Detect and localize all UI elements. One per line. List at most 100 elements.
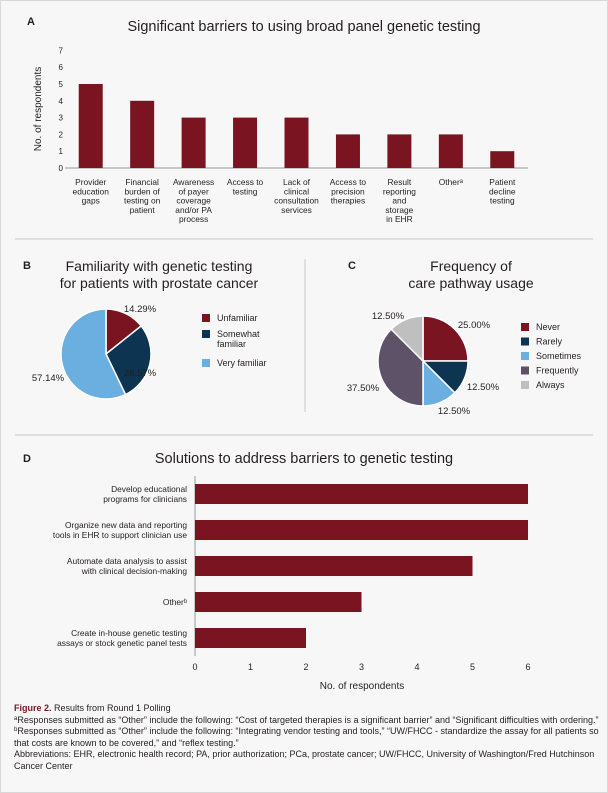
chart-c-slice bbox=[377, 328, 424, 407]
chart-c-data-label: 12.50% bbox=[467, 382, 500, 393]
chart-a-ytick: 3 bbox=[59, 114, 64, 123]
chart-a-category-label: Awareness of payer coverage and/or PA proces… bbox=[173, 177, 214, 224]
chart-c-slice bbox=[390, 315, 424, 363]
figure-label: Figure 2. bbox=[14, 703, 52, 713]
chart-b-legend-swatch bbox=[202, 330, 210, 338]
chart-a-category-label: Patient decline testing bbox=[489, 177, 516, 206]
chart-b-legend-label: Somewhat familiar bbox=[217, 329, 260, 349]
chart-b-data-label: 28.57% bbox=[124, 368, 157, 379]
chart-d-bar bbox=[195, 592, 362, 612]
chart-d-category-label: Otherᵇ bbox=[163, 597, 187, 607]
chart-c-legend-label: Always bbox=[536, 380, 565, 390]
figure-caption: Figure 2. Results from Round 1 Polling a… bbox=[14, 703, 600, 772]
chart-c-legend-label: Never bbox=[536, 322, 560, 332]
caption-note-b: bResponses submitted as “Other” include … bbox=[14, 726, 600, 749]
chart-a-ytick: 1 bbox=[59, 147, 64, 156]
chart-d-bar bbox=[195, 556, 473, 576]
chart-a-bar bbox=[78, 84, 103, 168]
chart-a-title: Significant barriers to using broad pane… bbox=[127, 19, 480, 35]
chart-a-plot: 0 1 2 3 4 5 6 7 Provider education gaps Financial bu… bbox=[59, 46, 528, 224]
chart-a-category-label: Otherᵃ bbox=[439, 177, 464, 187]
chart-d-bar bbox=[195, 628, 306, 648]
chart-a-ytick: 4 bbox=[59, 97, 64, 106]
chart-c-slice bbox=[422, 315, 469, 362]
chart-b-data-label: 57.14% bbox=[32, 373, 65, 384]
chart-b-plot: 14.29% 28.57% 57.14% Unfamiliar Somewhat fami… bbox=[32, 304, 267, 400]
chart-d-category-label: Create in-house genetic testing assays or… bbox=[57, 628, 187, 648]
chart-c-legend-label: Sometimes bbox=[536, 351, 582, 361]
chart-b-slice bbox=[105, 324, 152, 396]
chart-c-plot: 25.00% 12.50% 12.50% 37.50% 12.50% Never Rarel… bbox=[347, 311, 582, 417]
chart-a-bar bbox=[490, 151, 515, 168]
chart-a-ytick: 6 bbox=[59, 63, 64, 72]
chart-a-bar bbox=[181, 117, 206, 168]
panel-b-letter: B bbox=[23, 260, 31, 272]
chart-c-data-label: 37.50% bbox=[347, 383, 380, 394]
chart-d-xtick: 1 bbox=[248, 662, 253, 672]
chart-a-category-label: Result reporting and storage in EHR bbox=[383, 177, 416, 224]
chart-a-category-label: Access to testing bbox=[227, 177, 264, 196]
chart-d-category-label: Automate data analysis to assist with cli… bbox=[67, 556, 188, 576]
chart-d-xlabel: No. of respondents bbox=[320, 681, 405, 692]
chart-a-ytick: 7 bbox=[59, 46, 64, 55]
chart-a-bar bbox=[130, 100, 155, 168]
chart-a-bar bbox=[438, 134, 463, 168]
chart-c-legend-swatch bbox=[521, 337, 529, 346]
chart-c-title-line2: care pathway usage bbox=[408, 275, 534, 291]
chart-c-title-line1: Frequency of bbox=[430, 258, 512, 274]
chart-b-legend-swatch bbox=[202, 359, 210, 367]
chart-c-data-label: 25.00% bbox=[458, 320, 491, 331]
chart-a-category-label: Access to precision therapies bbox=[330, 177, 367, 206]
chart-b-title-line1: Familiarity with genetic testing bbox=[66, 258, 253, 274]
chart-d-bar bbox=[195, 520, 528, 540]
chart-a-bar bbox=[335, 134, 360, 168]
chart-b-legend-swatch bbox=[202, 314, 210, 322]
chart-a-ylabel: No. of respondents bbox=[33, 67, 44, 152]
chart-a-ytick: 0 bbox=[59, 164, 64, 173]
panel-a-letter: A bbox=[27, 16, 35, 28]
chart-d-xtick: 2 bbox=[303, 662, 308, 672]
chart-c-legend-swatch bbox=[521, 352, 529, 360]
chart-d-category-label: Develop educational programs for clinicia… bbox=[103, 484, 187, 504]
chart-b-legend-label: Unfamiliar bbox=[217, 313, 258, 323]
chart-c-data-label: 12.50% bbox=[372, 311, 405, 322]
figure-label-text: Results from Round 1 Polling bbox=[51, 703, 171, 713]
note-a-mark: a bbox=[14, 715, 18, 722]
chart-d-plot: 0 1 2 3 4 5 6 Develop educational programs for c… bbox=[53, 476, 531, 672]
chart-a-bar bbox=[233, 117, 258, 168]
chart-c-legend-swatch bbox=[521, 366, 529, 375]
chart-a-bar bbox=[284, 117, 309, 168]
figure-canvas: A B C D Significant barriers to using br… bbox=[15, 16, 593, 692]
chart-d-xtick: 4 bbox=[414, 662, 419, 672]
chart-d-xtick: 6 bbox=[525, 662, 530, 672]
caption-abbreviations: Abbreviations: EHR, electronic health re… bbox=[14, 749, 595, 771]
chart-c-legend-swatch bbox=[521, 381, 529, 389]
chart-c-legend-label: Frequently bbox=[536, 366, 579, 376]
chart-b-title-line2: for patients with prostate cancer bbox=[60, 275, 259, 291]
chart-b-legend-label: Very familiar bbox=[217, 358, 267, 368]
chart-b-slice bbox=[60, 308, 127, 400]
note-a-text: Responses submitted as “Other” include t… bbox=[17, 714, 599, 725]
chart-a-category-label: Financial burden of testing on patient bbox=[124, 177, 161, 215]
chart-d-title: Solutions to address barriers to genetic… bbox=[155, 451, 453, 467]
caption-note-a: aResponses submitted as “Other” include … bbox=[14, 715, 600, 727]
chart-a-bar bbox=[387, 134, 412, 168]
chart-d-xtick: 3 bbox=[359, 662, 364, 672]
chart-a-ytick: 2 bbox=[59, 130, 64, 139]
chart-d-category-label: Organize new data and reporting tools in … bbox=[53, 520, 187, 540]
chart-d-xtick: 0 bbox=[192, 662, 197, 672]
chart-b-data-label: 14.29% bbox=[124, 304, 157, 315]
chart-d-bar bbox=[195, 484, 528, 504]
chart-a-ytick: 5 bbox=[59, 80, 64, 89]
chart-d-xtick: 5 bbox=[470, 662, 475, 672]
note-b-text: Responses submitted as “Other” include t… bbox=[14, 726, 599, 748]
panel-c-letter: C bbox=[348, 260, 356, 272]
chart-a-category-label: Lack of clinical consultation services bbox=[274, 177, 319, 215]
panel-d-letter: D bbox=[23, 453, 31, 465]
chart-c-data-label: 12.50% bbox=[438, 406, 471, 417]
caption-title: Figure 2. Results from Round 1 Polling bbox=[14, 703, 600, 715]
chart-c-legend-swatch bbox=[521, 323, 529, 331]
note-b-mark: b bbox=[14, 727, 18, 733]
chart-a-category-label: Provider education gaps bbox=[73, 177, 110, 206]
